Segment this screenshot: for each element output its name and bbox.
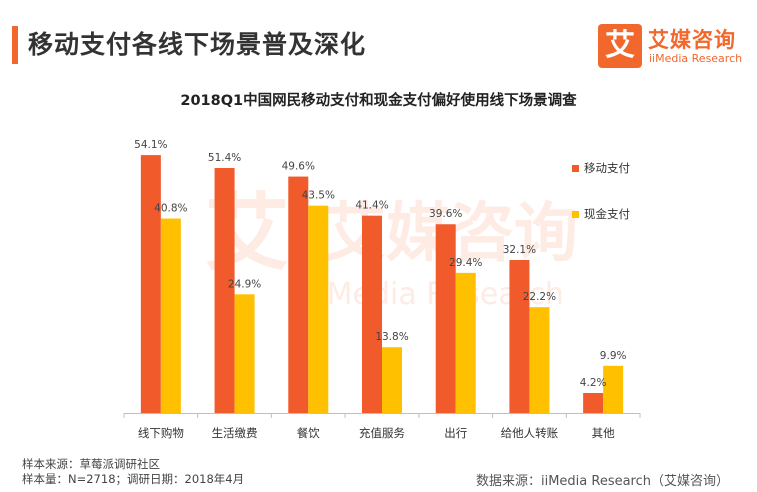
x-tick-label-6: 给他人转账	[501, 426, 559, 440]
data-label-mobile-7: 4.2%	[580, 377, 607, 389]
logo-en-text: iiMedia Research	[649, 52, 743, 65]
data-label-mobile-1: 54.1%	[134, 139, 167, 151]
sample-info: 样本量：N=2718；调研日期：2018年4月	[22, 472, 245, 486]
data-label-mobile-6: 32.1%	[503, 244, 536, 256]
x-tick-label-2: 生活缴费	[212, 426, 258, 440]
bar-mobile-4	[362, 215, 382, 413]
brand-logo: 艾 艾媒咨询 iiMedia Research	[598, 24, 754, 70]
bar-cash-3	[308, 205, 329, 413]
legend-swatch-cash	[572, 211, 579, 218]
page-title: 移动支付各线下场景普及深化	[28, 30, 367, 59]
legend-swatch-mobile	[572, 165, 579, 172]
logo-icon: 艾	[598, 24, 642, 68]
data-label-cash-7: 9.9%	[600, 350, 627, 362]
legend-label-mobile: 移动支付	[584, 161, 630, 175]
data-label-cash-6: 22.2%	[523, 291, 556, 303]
data-source: 数据来源：iiMedia Research（艾媒咨询）	[475, 474, 729, 489]
bar-mobile-6	[509, 259, 530, 413]
bar-cash-4	[382, 347, 402, 413]
sample-source: 样本来源：草莓派调研社区	[22, 457, 160, 471]
data-label-mobile-4: 41.4%	[355, 200, 388, 212]
x-tick-label-4: 充值服务	[359, 426, 405, 440]
bar-mobile-7	[583, 392, 604, 413]
data-label-cash-2: 24.9%	[228, 278, 261, 290]
bar-cash-2	[234, 294, 255, 413]
x-tick-label-5: 出行	[444, 426, 467, 440]
data-label-mobile-3: 49.6%	[282, 161, 315, 173]
x-tick-label-3: 餐饮	[297, 426, 320, 440]
logo-cn-text: 艾媒咨询	[648, 28, 736, 52]
data-label-mobile-2: 51.4%	[208, 152, 241, 164]
bar-cash-6	[529, 307, 550, 413]
data-label-cash-3: 43.5%	[302, 190, 335, 202]
bar-cash-5	[455, 272, 476, 413]
bar-mobile-3	[288, 176, 309, 413]
x-tick-label-1: 线下购物	[138, 426, 184, 440]
x-tick-label-7: 其他	[592, 426, 615, 440]
data-label-cash-1: 40.8%	[154, 203, 187, 215]
bar-mobile-5	[435, 224, 456, 413]
legend-label-cash: 现金支付	[584, 207, 630, 221]
bar-cash-1	[160, 218, 181, 413]
title-accent-bar	[12, 26, 18, 64]
data-label-cash-4: 13.8%	[375, 331, 408, 343]
data-label-cash-5: 29.4%	[449, 257, 482, 269]
data-label-mobile-5: 39.6%	[429, 208, 462, 220]
bar-mobile-1	[140, 155, 161, 413]
bar-mobile-2	[214, 167, 235, 413]
chart-title: 2018Q1中国网民移动支付和现金支付偏好使用线下场景调查	[180, 93, 577, 109]
bar-cash-7	[603, 365, 624, 413]
